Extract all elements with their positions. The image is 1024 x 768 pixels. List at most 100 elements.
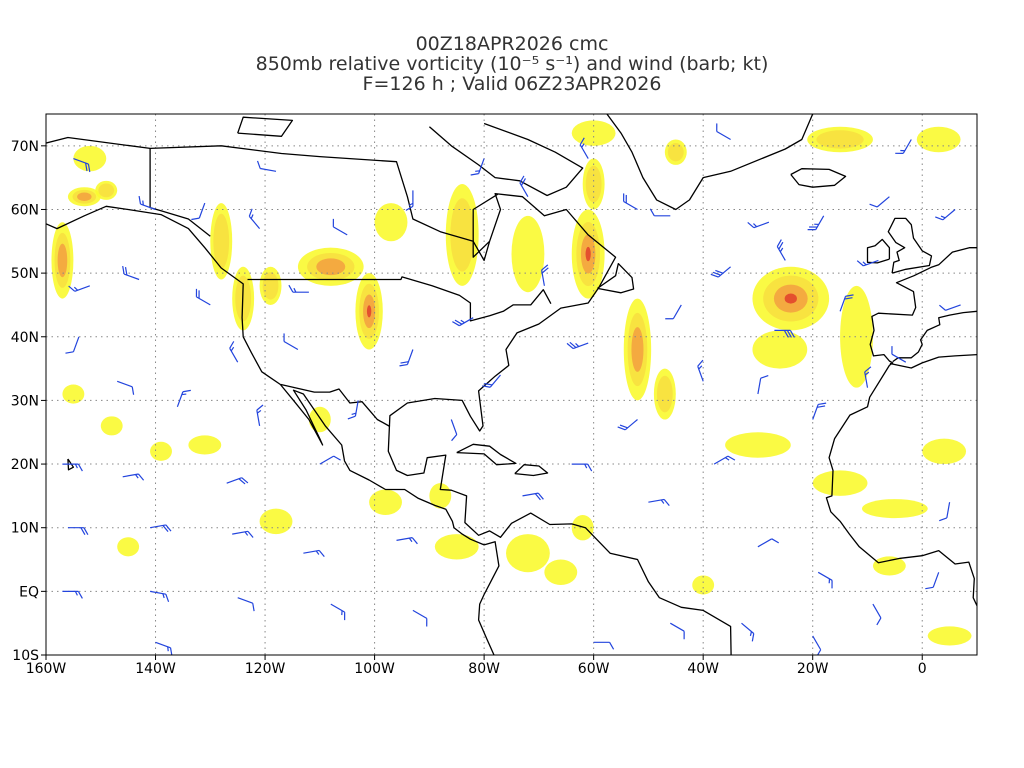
- wind-barb: [648, 498, 670, 507]
- wind-barb: [412, 609, 428, 627]
- wind-barb: [817, 571, 833, 589]
- wind-barb: [396, 537, 418, 545]
- vorticity-shading: [51, 120, 972, 646]
- graticule: [46, 114, 977, 655]
- wind-barb: [138, 195, 156, 211]
- wind-barb: [303, 549, 325, 558]
- vorticity-blob: [812, 470, 868, 496]
- y-tick-label: EQ: [19, 584, 39, 600]
- vorticity-blob: [861, 499, 928, 519]
- wind-barb: [864, 366, 872, 388]
- wind-barb: [939, 304, 961, 311]
- wind-barb: [522, 492, 544, 501]
- mediterranean-south: [889, 353, 977, 369]
- arctic-islands: [237, 116, 294, 137]
- x-tick-label: 60W: [578, 661, 610, 677]
- alaska-border: [149, 148, 211, 237]
- wind-barb: [288, 284, 309, 293]
- wind-barb: [895, 139, 912, 154]
- wind-barb: [319, 455, 341, 465]
- y-tick-label: 70N: [11, 139, 39, 155]
- vorticity-blob: [927, 626, 972, 646]
- wind-barb: [839, 294, 854, 312]
- vorticity-blob: [664, 139, 687, 165]
- coastlines: [46, 114, 977, 655]
- wind-barb: [617, 419, 638, 431]
- map-title-block: 00Z18APR2026 cmc 850mb relative vorticit…: [0, 34, 1024, 94]
- wind-barb: [65, 336, 80, 354]
- plot-frame: [45, 113, 978, 656]
- x-tick-label: 160W: [26, 661, 67, 677]
- wind-barb: [872, 603, 882, 626]
- wind-barb: [757, 374, 769, 395]
- wind-barb: [807, 215, 825, 231]
- x-tick-label: 40W: [687, 661, 719, 677]
- wind-barb: [774, 329, 795, 338]
- wind-barb: [248, 208, 261, 229]
- wind-barb: [256, 160, 277, 172]
- x-tick-label: 0: [918, 661, 927, 677]
- y-axis: 70N 60N 50N 40N 30N 20N 10N EQ 10S: [11, 139, 46, 664]
- vorticity-blob: [916, 126, 961, 153]
- y-tick-label: 60N: [11, 202, 39, 218]
- wind-barb: [149, 590, 170, 602]
- wind-barb: [283, 333, 299, 351]
- vorticity-blob: [623, 298, 652, 401]
- vorticity-blob: [117, 537, 140, 557]
- wind-barb: [541, 264, 549, 286]
- x-tick-label: 20W: [797, 661, 829, 677]
- vorticity-blob: [692, 575, 715, 595]
- wind-barb: [571, 463, 593, 472]
- title-line-field: 850mb relative vorticity (10⁻⁵ s⁻¹) and …: [255, 53, 769, 75]
- wind-barbs: [62, 123, 961, 655]
- ireland: [866, 238, 891, 264]
- wind-barb: [812, 635, 822, 655]
- hispaniola: [514, 464, 549, 477]
- vorticity-blob: [511, 215, 545, 293]
- vorticity-blob: [51, 222, 74, 299]
- vorticity-blob: [434, 534, 479, 560]
- wind-barb: [176, 389, 191, 408]
- greenland: [606, 114, 814, 211]
- wind-barb: [67, 527, 89, 535]
- y-tick-label: 30N: [11, 393, 39, 409]
- wind-barb: [519, 175, 529, 197]
- y-tick-label: 20N: [11, 457, 39, 473]
- wind-barb: [450, 419, 458, 442]
- vorticity-blob: [62, 384, 85, 404]
- wind-barb: [229, 341, 239, 363]
- vorticity-blob: [725, 432, 791, 458]
- wind-barb: [452, 317, 474, 327]
- vorticity-blob: [355, 273, 383, 350]
- great-britain: [887, 217, 933, 274]
- us-mexico-border: [280, 383, 391, 428]
- y-tick-label: 10N: [11, 521, 39, 537]
- wind-barb: [925, 572, 940, 590]
- vorticity-blob: [807, 126, 873, 153]
- mediterranean-north: [892, 310, 977, 363]
- wind-barb: [62, 590, 83, 599]
- vorticity-blob: [188, 435, 222, 455]
- x-tick-label: 80W: [468, 661, 500, 677]
- title-line-valid: F=126 h ; Valid 06Z23APR2026: [362, 73, 662, 95]
- vorticity-blob: [571, 209, 605, 299]
- vorticity-blob: [752, 266, 830, 331]
- wind-barb: [191, 202, 206, 221]
- wind-barb: [68, 285, 91, 292]
- wind-barb: [470, 158, 485, 176]
- vorticity-blob: [571, 514, 594, 541]
- vorticity-blob: [259, 266, 282, 305]
- vorticity-blob: [872, 556, 906, 576]
- vorticity-blob: [297, 247, 364, 286]
- wind-barb: [347, 400, 359, 420]
- vorticity-blob: [544, 559, 578, 585]
- hudson-bay-east: [472, 193, 499, 258]
- north-america-coast: [46, 136, 732, 655]
- wind-barb: [593, 641, 615, 650]
- us-canada-border: [247, 276, 552, 322]
- newfoundland: [597, 262, 635, 294]
- wind-barb: [482, 374, 501, 388]
- wind-barb: [195, 288, 211, 306]
- wind-barb: [155, 641, 173, 655]
- wind-barb: [62, 463, 83, 472]
